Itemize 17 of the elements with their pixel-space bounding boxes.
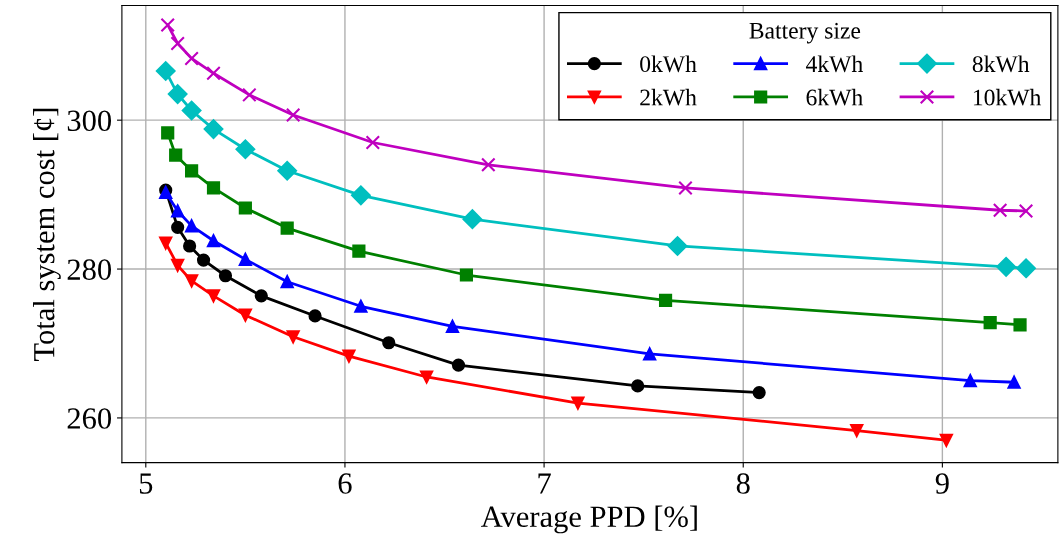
y-axis-title: Total system cost [¢] [32, 108, 61, 362]
legend-label: 4kWh [805, 55, 863, 73]
legend-title: Battery size [749, 22, 861, 44]
legend-label: 8kWh [972, 55, 1030, 73]
x-tick-label: 8 [736, 473, 750, 494]
legend-label: 2kWh [640, 88, 697, 106]
y-tick-label: 280 [67, 259, 112, 280]
y-tick-label: 300 [67, 110, 112, 132]
x-tick-label: 9 [935, 473, 949, 494]
x-tick-label: 6 [338, 473, 352, 494]
legend-label: 10kWh [973, 88, 1042, 106]
y-tick-label: 260 [67, 408, 112, 429]
legend-label: 6kWh [806, 88, 863, 106]
x-axis-title: Average PPD [%] [481, 505, 697, 534]
legend-label: 0kWh [640, 55, 697, 73]
x-tick-label: 7 [538, 473, 551, 494]
x-tick-label: 5 [139, 473, 153, 494]
